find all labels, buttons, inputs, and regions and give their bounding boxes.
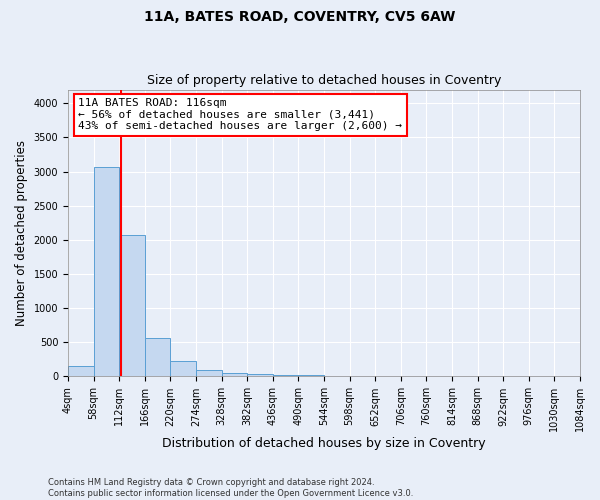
Bar	[298, 375, 324, 376]
Y-axis label: Number of detached properties: Number of detached properties	[15, 140, 28, 326]
Bar	[94, 168, 119, 376]
Bar	[196, 370, 221, 376]
Text: 11A BATES ROAD: 116sqm
← 56% of detached houses are smaller (3,441)
43% of semi-: 11A BATES ROAD: 116sqm ← 56% of detached…	[78, 98, 402, 132]
Title: Size of property relative to detached houses in Coventry: Size of property relative to detached ho…	[147, 74, 501, 87]
Bar	[68, 366, 94, 376]
Bar	[170, 362, 196, 376]
Text: 11A, BATES ROAD, COVENTRY, CV5 6AW: 11A, BATES ROAD, COVENTRY, CV5 6AW	[145, 10, 455, 24]
X-axis label: Distribution of detached houses by size in Coventry: Distribution of detached houses by size …	[162, 437, 486, 450]
Bar	[247, 374, 273, 376]
Text: Contains HM Land Registry data © Crown copyright and database right 2024.
Contai: Contains HM Land Registry data © Crown c…	[48, 478, 413, 498]
Bar	[273, 375, 298, 376]
Bar	[221, 372, 247, 376]
Bar	[119, 235, 145, 376]
Bar	[145, 338, 170, 376]
